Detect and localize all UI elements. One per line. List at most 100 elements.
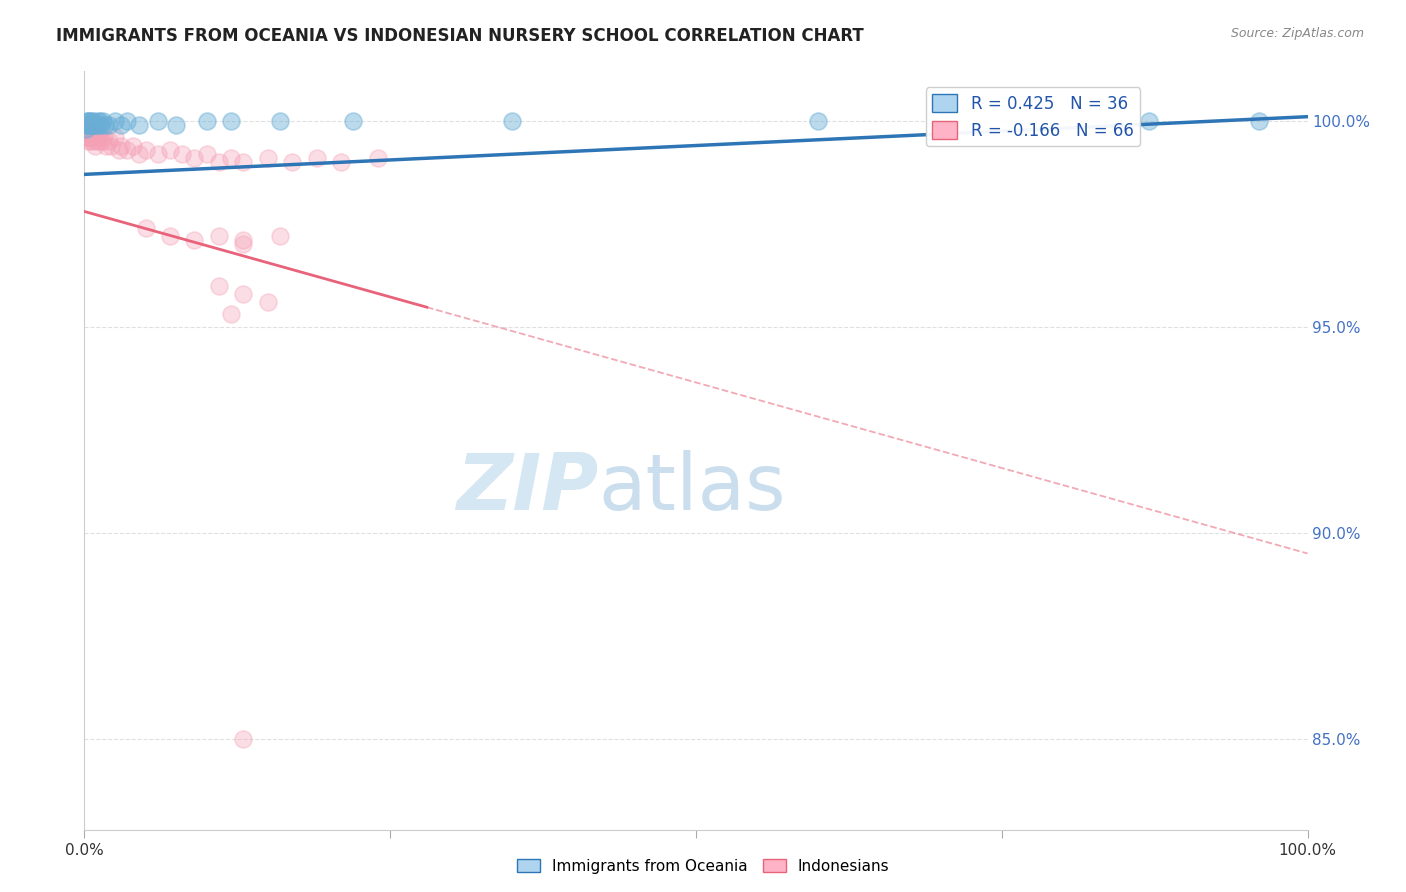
Point: [135, 143, 157, 157]
Point: [91, 135, 114, 149]
Text: IMMIGRANTS FROM OCEANIA VS INDONESIAN NURSERY SCHOOL CORRELATION CHART: IMMIGRANTS FROM OCEANIA VS INDONESIAN NU…: [56, 27, 865, 45]
Point: [195, 113, 218, 128]
Point: [97, 135, 120, 149]
Point: [115, 143, 138, 157]
Point: [83, 135, 105, 149]
Point: [77, 130, 100, 145]
Point: [84, 126, 107, 140]
Point: [86, 130, 108, 145]
Point: [80, 118, 103, 132]
Point: [1137, 113, 1160, 128]
Point: [77, 113, 100, 128]
Point: [128, 146, 150, 161]
Point: [91, 113, 114, 128]
Point: [146, 113, 169, 128]
Point: [77, 135, 100, 149]
Point: [305, 151, 328, 165]
Point: [269, 113, 291, 128]
Point: [77, 113, 100, 128]
Point: [104, 113, 127, 128]
Point: [77, 122, 100, 136]
Point: [76, 118, 98, 132]
Point: [82, 118, 104, 132]
Point: [77, 130, 100, 145]
Point: [75, 130, 97, 145]
Point: [89, 113, 111, 128]
Point: [97, 118, 120, 132]
Point: [90, 118, 112, 132]
Point: [165, 118, 187, 132]
Point: [75, 122, 97, 136]
Point: [146, 146, 169, 161]
Point: [232, 286, 254, 301]
Point: [87, 130, 110, 145]
Point: [79, 118, 101, 132]
Point: [80, 126, 103, 140]
Point: [82, 113, 104, 128]
Point: [135, 221, 157, 235]
Point: [110, 118, 132, 132]
Point: [183, 151, 205, 165]
Point: [86, 135, 108, 149]
Point: [281, 155, 304, 169]
Point: [104, 130, 127, 145]
Point: [76, 122, 98, 136]
Point: [77, 126, 100, 140]
Text: ZIP: ZIP: [456, 450, 598, 526]
Point: [110, 138, 132, 153]
Point: [79, 130, 101, 145]
Point: [257, 295, 280, 310]
Point: [100, 138, 122, 153]
Text: Source: ZipAtlas.com: Source: ZipAtlas.com: [1230, 27, 1364, 40]
Point: [232, 155, 254, 169]
Point: [76, 130, 98, 145]
Point: [115, 113, 138, 128]
Point: [82, 126, 104, 140]
Point: [502, 113, 524, 128]
Point: [80, 130, 103, 145]
Point: [183, 233, 205, 247]
Point: [76, 113, 98, 128]
Point: [219, 308, 242, 322]
Point: [208, 229, 231, 244]
Point: [87, 118, 110, 132]
Point: [87, 126, 110, 140]
Point: [257, 151, 280, 165]
Point: [75, 122, 97, 136]
Point: [84, 138, 107, 153]
Point: [96, 138, 118, 153]
Point: [232, 233, 254, 247]
Point: [172, 146, 194, 161]
Point: [122, 138, 145, 153]
Point: [208, 155, 231, 169]
Point: [79, 135, 101, 149]
Point: [342, 113, 364, 128]
Point: [128, 118, 150, 132]
Point: [219, 151, 242, 165]
Point: [89, 135, 111, 149]
Point: [83, 126, 105, 140]
Point: [159, 229, 181, 244]
Point: [269, 229, 291, 244]
Point: [93, 130, 115, 145]
Point: [159, 143, 181, 157]
Point: [367, 151, 389, 165]
Point: [219, 113, 242, 128]
Point: [195, 146, 218, 161]
Point: [232, 237, 254, 252]
Text: atlas: atlas: [598, 450, 786, 526]
Point: [77, 126, 100, 140]
Point: [77, 118, 100, 132]
Point: [208, 278, 231, 293]
Point: [77, 122, 100, 136]
Point: [87, 113, 110, 128]
Point: [79, 126, 101, 140]
Point: [807, 113, 830, 128]
Point: [330, 155, 353, 169]
Legend: R = 0.425   N = 36, R = -0.166   N = 66: R = 0.425 N = 36, R = -0.166 N = 66: [925, 87, 1140, 146]
Point: [232, 731, 254, 746]
Point: [84, 118, 107, 132]
Point: [82, 130, 104, 145]
Point: [80, 113, 103, 128]
Point: [107, 143, 129, 157]
